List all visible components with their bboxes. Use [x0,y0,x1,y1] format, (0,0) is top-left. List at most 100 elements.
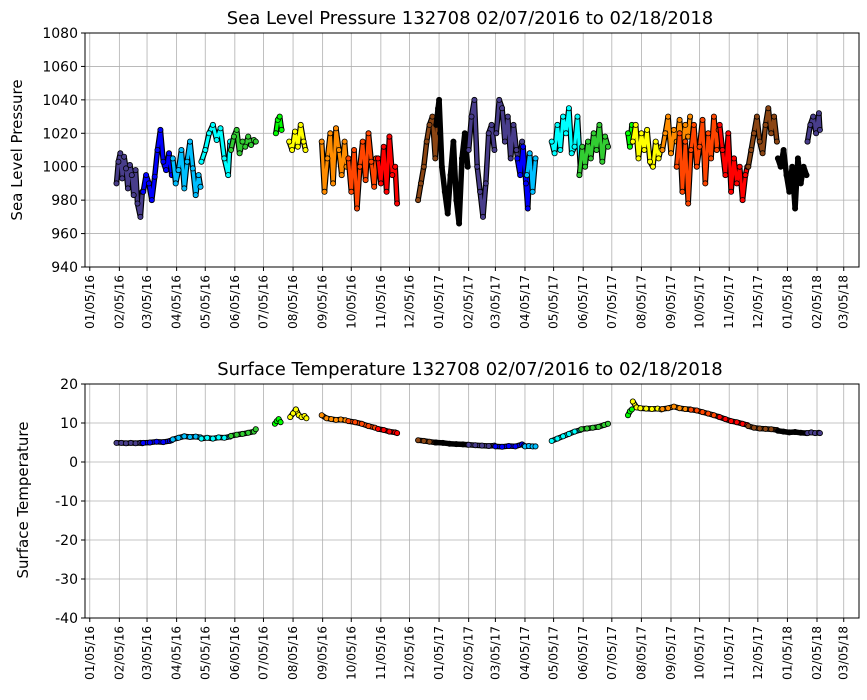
x-tick-label: 03/05/17 [488,275,502,329]
y-tick-label: -40 [55,611,78,627]
data-point [485,442,492,449]
data-point [386,428,393,435]
data-point [554,435,561,442]
data-point [708,155,715,162]
data-point [227,432,234,439]
data-point [121,153,128,160]
data-point [557,146,564,153]
x-tick-label: 09/05/17 [664,626,678,680]
data-point [172,180,179,187]
x-tick-label: 03/05/16 [140,275,154,329]
x-tick-label: 03/05/18 [837,275,851,329]
data-point [394,430,401,437]
data-point [292,406,299,413]
data-point [725,130,732,137]
x-axis-ticks: 01/05/16 02/05/16 03/05/16 04/05/16 05/05/16… [83,267,851,329]
data-point [189,165,196,172]
series-line-2017-04 [525,151,538,194]
data-point [478,442,485,449]
data-point [670,403,677,410]
y-axis-ticks: -40 -30 -20 -10 0 10 20 [55,377,85,627]
grid [85,383,859,619]
data-point [209,435,216,442]
x-tick-label: 05/05/17 [547,626,561,680]
data-point [644,126,651,133]
data-point [751,424,758,431]
x-tick-label: 09/05/16 [316,275,330,329]
data-point [786,429,793,436]
data-point [245,133,252,140]
data-point [302,146,309,153]
y-tick-label: -10 [55,494,78,510]
x-tick-label: 07/05/17 [605,275,619,329]
data-point [151,173,158,180]
data-point [181,185,188,192]
data-point [679,188,686,195]
data-point [417,180,424,187]
data-point [128,172,135,179]
data-point [693,407,700,414]
data-point [415,437,422,444]
x-tick-label: 05/05/16 [198,275,212,329]
data-point [745,423,752,430]
data-point [595,423,602,430]
data-point [362,177,369,184]
data-point [479,213,486,220]
data-point [529,188,536,195]
data-point [768,426,775,433]
x-tick-label: 07/05/16 [256,275,270,329]
data-point [665,113,672,120]
data-point [278,126,285,133]
data-point [186,433,193,440]
data-point [690,121,697,128]
data-point [605,420,612,427]
data-point [676,130,683,137]
data-point [590,130,597,137]
data-point [127,439,134,446]
x-tick-label: 08/05/16 [286,626,300,680]
x-tick-label: 12/05/17 [751,626,765,680]
data-point [519,138,526,145]
data-point [688,406,695,413]
data-point [321,188,328,195]
data-point [300,138,307,145]
data-point [374,155,381,162]
data-point [804,138,811,145]
x-tick-label: 04/05/17 [518,626,532,680]
data-point [816,430,823,437]
data-point [551,150,558,157]
data-point [332,125,339,132]
data-point [716,121,723,128]
data-point [286,138,293,145]
x-tick-label: 10/05/16 [344,275,358,329]
data-point [465,146,472,153]
data-point [696,143,703,150]
data-point [236,150,243,157]
data-point [374,425,381,432]
data-point [676,116,683,123]
y-tick-label: 10 [60,416,78,432]
data-point [488,121,495,128]
x-tick-label: 11/05/16 [374,275,388,329]
data-point [637,405,644,412]
data-point [175,167,182,174]
data-point [441,188,448,195]
data-point [496,96,503,103]
data-point [532,443,539,450]
data-point [514,155,521,162]
data-point [652,138,659,145]
data-point [792,205,799,212]
data-point [140,188,147,195]
x-tick-label: 01/05/16 [83,626,97,680]
data-point [635,155,642,162]
data-point [751,130,758,137]
x-tick-label: 12/05/17 [751,275,765,329]
data-point [648,405,655,412]
data-point [157,126,164,133]
x-tick-label: 01/05/18 [780,275,794,329]
data-point [719,146,726,153]
y-tick-label: 0 [69,455,78,471]
data-point [239,138,246,145]
data-point [140,439,147,446]
data-point [676,405,683,412]
